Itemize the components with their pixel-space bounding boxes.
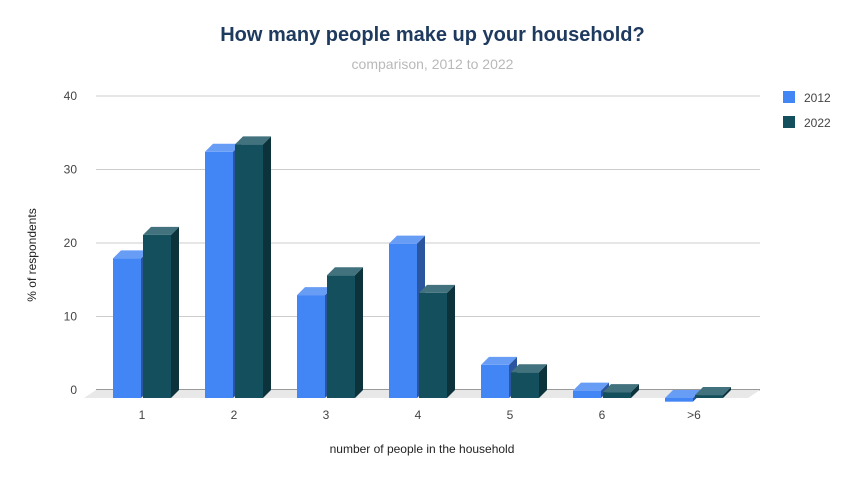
- bar-side: [447, 284, 455, 398]
- bar-front: [327, 275, 355, 398]
- bar-side: [631, 384, 639, 398]
- bar-front: [573, 390, 601, 398]
- bar-side: [723, 387, 731, 398]
- bar-front: [297, 295, 325, 398]
- bar-front: [205, 151, 233, 398]
- y-tick-label: 10: [64, 310, 78, 324]
- x-axis-label: number of people in the household: [330, 442, 515, 456]
- y-tick-label: 20: [64, 236, 78, 250]
- y-tick-label: 40: [64, 89, 78, 103]
- bar-top: [665, 390, 701, 398]
- bar-front: [389, 243, 417, 398]
- bar-side: [263, 136, 271, 399]
- bar-top: [143, 226, 179, 235]
- bar-front: [143, 234, 171, 398]
- bar-side: [355, 267, 363, 398]
- bar-front: [481, 364, 509, 398]
- bar-front: [419, 292, 447, 398]
- bar-front: [113, 258, 141, 398]
- bar-top: [573, 382, 609, 391]
- bars: [113, 136, 731, 402]
- x-axis-ticks: 1 2 3 4 5 6 >6: [139, 408, 702, 422]
- y-axis-ticks: 0 10 20 30 40: [64, 89, 78, 397]
- y-axis-label: % of respondents: [25, 208, 39, 301]
- bar-top: [481, 356, 517, 365]
- bar-top: [235, 136, 271, 145]
- bar-top: [603, 384, 639, 393]
- bar-2022-6: [603, 384, 639, 398]
- y-tick-label: 30: [64, 163, 78, 177]
- legend-label: 2012: [804, 91, 831, 105]
- bar-2022-4: [419, 284, 455, 398]
- chart-subtitle: comparison, 2012 to 2022: [351, 56, 514, 72]
- legend-label: 2022: [804, 116, 831, 130]
- bar-top: [695, 387, 731, 396]
- x-tick-label: 6: [599, 408, 606, 422]
- bar-top: [113, 250, 149, 259]
- legend-swatch: [783, 116, 795, 128]
- bar-2022-5: [511, 364, 547, 398]
- bar-top: [511, 364, 547, 373]
- bar-front: [665, 398, 693, 402]
- bar-top: [389, 235, 425, 244]
- bar-top: [327, 267, 363, 276]
- x-tick-label: 2: [231, 408, 238, 422]
- bar-side: [539, 364, 547, 398]
- x-tick-label: 1: [139, 408, 146, 422]
- bar-top: [205, 143, 241, 152]
- bar-side: [171, 226, 179, 398]
- bar-front: [235, 144, 263, 398]
- x-tick-label: 5: [507, 408, 514, 422]
- bar-front: [511, 372, 539, 398]
- y-tick-label: 0: [70, 383, 77, 397]
- bar-2022-1: [143, 226, 179, 398]
- legend: 2012 2022: [783, 91, 831, 130]
- x-tick-label: 3: [323, 408, 330, 422]
- bar-front: [603, 392, 631, 398]
- bar-2022->6: [695, 387, 731, 398]
- bar-2022-2: [235, 136, 271, 399]
- x-tick-label: 4: [415, 408, 422, 422]
- chart-title: How many people make up your household?: [220, 24, 645, 46]
- x-tick-label: >6: [687, 408, 701, 422]
- legend-item-2022: 2022: [783, 116, 831, 130]
- bar-top: [419, 284, 455, 293]
- bar-front: [695, 395, 723, 398]
- bar-2022-3: [327, 267, 363, 398]
- bar-top: [297, 287, 333, 296]
- legend-swatch: [783, 91, 795, 103]
- legend-item-2012: 2012: [783, 91, 831, 105]
